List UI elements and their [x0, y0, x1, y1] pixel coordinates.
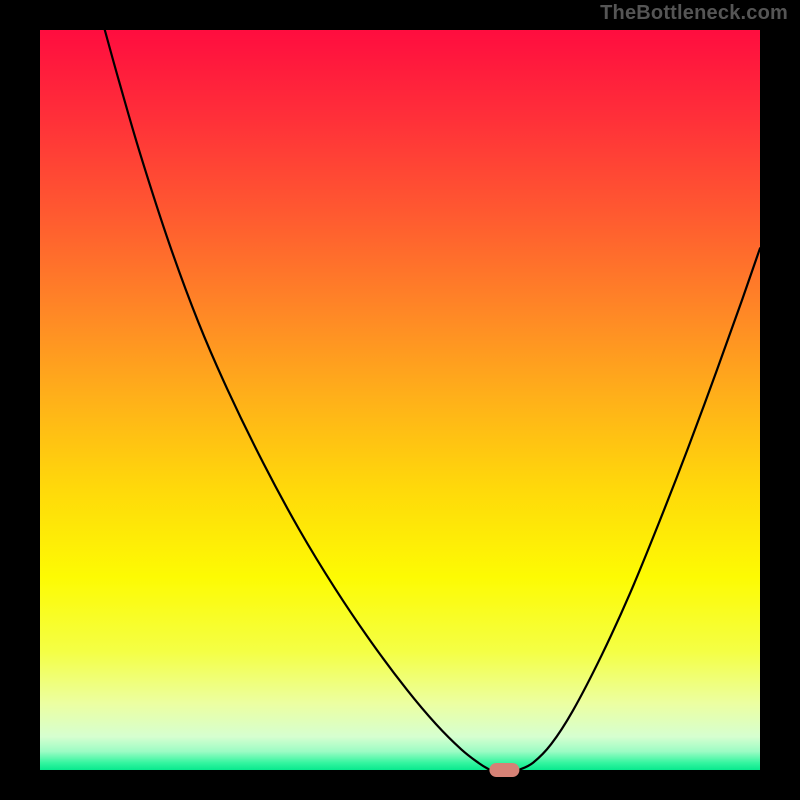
- chart-container: { "watermark": { "text": "TheBottleneck.…: [0, 0, 800, 800]
- watermark-text: TheBottleneck.com: [600, 2, 788, 25]
- bottleneck-chart: [0, 0, 800, 800]
- optimal-marker: [489, 763, 519, 777]
- plot-background: [40, 30, 760, 770]
